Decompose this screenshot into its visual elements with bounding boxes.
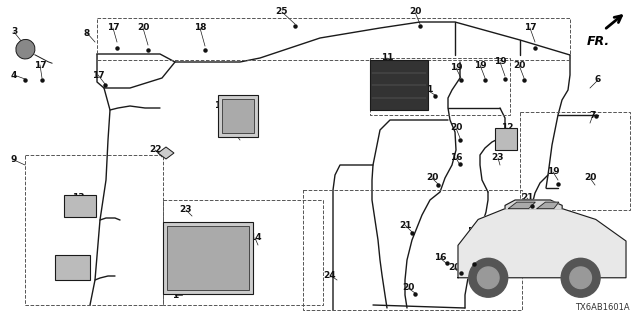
Text: 7: 7 <box>590 110 596 119</box>
Text: 15: 15 <box>169 228 181 236</box>
Text: 19: 19 <box>547 167 559 177</box>
Text: 5: 5 <box>467 228 473 236</box>
Text: 24: 24 <box>324 270 336 279</box>
Bar <box>370 60 428 110</box>
Bar <box>25 155 163 305</box>
Text: 23: 23 <box>492 154 504 163</box>
Polygon shape <box>508 202 535 209</box>
Polygon shape <box>505 200 562 209</box>
Text: 16: 16 <box>450 154 462 163</box>
Text: 21: 21 <box>399 220 412 229</box>
Bar <box>520 112 630 210</box>
Ellipse shape <box>16 39 35 59</box>
Bar <box>167 226 249 290</box>
Bar <box>218 95 258 137</box>
Text: 20: 20 <box>426 173 438 182</box>
Text: 17: 17 <box>107 23 119 33</box>
Circle shape <box>570 267 591 289</box>
Bar <box>97 18 570 60</box>
Text: 26: 26 <box>61 258 74 267</box>
Text: 8: 8 <box>84 28 90 37</box>
Text: 11: 11 <box>381 53 393 62</box>
Text: 25: 25 <box>276 7 288 17</box>
Text: 22: 22 <box>148 146 161 155</box>
Text: 10: 10 <box>214 100 226 109</box>
Text: 20: 20 <box>462 253 474 262</box>
Text: 12: 12 <box>500 124 513 132</box>
Text: 15: 15 <box>169 251 181 260</box>
Bar <box>370 58 510 115</box>
Circle shape <box>561 258 600 297</box>
Circle shape <box>477 267 499 289</box>
Bar <box>222 99 254 133</box>
Text: TX6AB1601A: TX6AB1601A <box>575 303 630 312</box>
Text: 19: 19 <box>474 60 486 69</box>
Text: 4: 4 <box>11 70 17 79</box>
Polygon shape <box>537 202 559 209</box>
Text: 20: 20 <box>584 173 596 182</box>
Text: 18: 18 <box>194 23 206 33</box>
Text: 20: 20 <box>448 263 460 273</box>
Bar <box>55 255 90 280</box>
Text: 19: 19 <box>493 58 506 67</box>
Text: 23: 23 <box>228 127 240 137</box>
Bar <box>163 200 323 305</box>
Text: 17: 17 <box>34 60 46 69</box>
Text: 20: 20 <box>402 284 414 292</box>
Text: 20: 20 <box>450 124 462 132</box>
Polygon shape <box>458 209 626 278</box>
Bar <box>64 195 96 217</box>
Text: 17: 17 <box>524 23 536 33</box>
Text: 23: 23 <box>180 205 192 214</box>
Circle shape <box>468 258 508 297</box>
Polygon shape <box>158 147 174 159</box>
Text: 3: 3 <box>11 28 17 36</box>
Text: 21: 21 <box>420 85 433 94</box>
Text: 20: 20 <box>513 60 525 69</box>
Text: 13: 13 <box>72 194 84 203</box>
Bar <box>163 222 253 294</box>
Bar <box>303 190 522 310</box>
Bar <box>495 128 517 150</box>
Text: FR.: FR. <box>586 35 609 48</box>
Text: 9: 9 <box>11 156 17 164</box>
Text: 20: 20 <box>409 7 421 17</box>
Text: 19: 19 <box>450 63 462 73</box>
Text: 17: 17 <box>92 70 104 79</box>
Text: 6: 6 <box>595 76 601 84</box>
Text: 1: 1 <box>172 291 178 300</box>
Text: 14: 14 <box>249 234 261 243</box>
Text: 20: 20 <box>137 23 149 33</box>
Text: 21: 21 <box>521 194 533 203</box>
Text: 16: 16 <box>434 253 446 262</box>
